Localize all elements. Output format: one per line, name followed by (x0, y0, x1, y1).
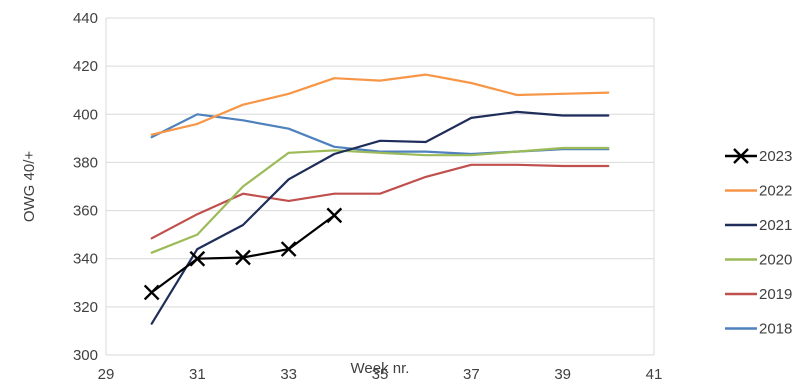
x-tick-label: 33 (280, 366, 297, 381)
legend-label: 2020 (759, 252, 792, 269)
x-axis-title: Week nr. (351, 360, 410, 377)
y-tick-label: 440 (73, 10, 98, 27)
y-tick-label: 380 (73, 154, 98, 171)
legend-label: 2023 (759, 148, 792, 165)
plot-background (106, 18, 654, 355)
data-point-marker-2023 (326, 207, 343, 224)
data-point-marker-2023 (189, 250, 206, 267)
legend-marker-2023 (733, 148, 749, 164)
series-2022 (150, 73, 610, 136)
x-tick-label: 29 (98, 366, 115, 381)
series-2019 (150, 163, 610, 240)
y-tick-label: 360 (73, 203, 98, 220)
legend-label: 2022 (759, 183, 792, 200)
legend-item-2019: 2019 (725, 286, 792, 303)
legend-item-2021: 2021 (725, 217, 792, 234)
y-tick-label: 300 (73, 347, 98, 364)
legend-label: 2018 (759, 321, 792, 338)
series-layer (143, 73, 610, 325)
legend-item-2020: 2020 (725, 252, 792, 269)
data-point-marker-2023 (280, 241, 297, 257)
y-tick-label: 340 (73, 251, 98, 268)
y-axis-ticks: 300 320 340 360 380 400 420 440 (73, 10, 98, 364)
x-tick-label: 35 (372, 366, 389, 381)
legend-item-2022: 2022 (725, 183, 792, 200)
series-line-2021 (150, 110, 610, 325)
y-tick-label: 420 (73, 58, 98, 75)
x-tick-label: 37 (463, 366, 480, 381)
x-tick-label: 39 (554, 366, 571, 381)
legend: 2023 2022 2021 2020 2019 2018 (725, 148, 792, 338)
series-line-2019 (150, 163, 610, 240)
x-tick-label: 31 (189, 366, 206, 381)
series-line-2022 (150, 73, 610, 136)
x-tick-label: 41 (646, 366, 663, 381)
legend-item-2018: 2018 (725, 321, 792, 338)
x-axis-ticks: 29 31 33 35 37 39 41 (98, 366, 663, 381)
series-line-2020 (150, 146, 610, 254)
y-tick-label: 400 (73, 106, 98, 123)
legend-label: 2021 (759, 217, 792, 234)
y-axis-title: OWG 40/+ (21, 151, 38, 223)
series-2023 (143, 207, 343, 301)
data-point-marker-2023 (143, 284, 160, 301)
plot-border (105, 18, 655, 355)
legend-item-2023: 2023 (725, 148, 792, 165)
series-2021 (150, 110, 610, 325)
legend-label: 2019 (759, 286, 792, 303)
y-tick-label: 320 (73, 299, 98, 316)
plot-area (105, 17, 655, 356)
data-point-marker-2023 (235, 249, 251, 266)
series-2020 (150, 146, 610, 254)
